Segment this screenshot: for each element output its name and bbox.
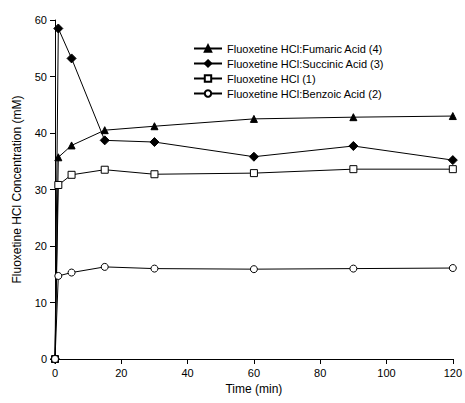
svg-text:Time (min): Time (min): [225, 382, 282, 396]
svg-text:Fluoxetine HCl:Benzoic Acid (2: Fluoxetine HCl:Benzoic Acid (2): [227, 88, 382, 100]
svg-text:Fluoxetine HCl:Fumaric Acid (4: Fluoxetine HCl:Fumaric Acid (4): [227, 43, 382, 55]
svg-text:0: 0: [41, 353, 47, 365]
svg-text:0: 0: [52, 367, 58, 379]
svg-text:100: 100: [377, 367, 395, 379]
svg-text:120: 120: [444, 367, 462, 379]
svg-text:Fluoxetine HCl Concentration (: Fluoxetine HCl Concentration (mM): [10, 95, 24, 283]
svg-text:80: 80: [314, 367, 326, 379]
svg-text:40: 40: [181, 367, 193, 379]
svg-text:20: 20: [115, 367, 127, 379]
svg-text:60: 60: [35, 14, 47, 26]
svg-text:Fluoxetine HCl:Succinic Acid (: Fluoxetine HCl:Succinic Acid (3): [227, 58, 384, 70]
svg-text:50: 50: [35, 71, 47, 83]
svg-text:30: 30: [35, 184, 47, 196]
svg-text:Fluoxetine HCl (1): Fluoxetine HCl (1): [227, 73, 316, 85]
svg-text:20: 20: [35, 240, 47, 252]
svg-text:40: 40: [35, 127, 47, 139]
svg-text:10: 10: [35, 297, 47, 309]
svg-text:60: 60: [248, 367, 260, 379]
